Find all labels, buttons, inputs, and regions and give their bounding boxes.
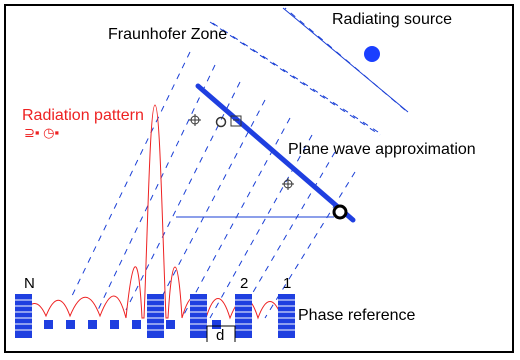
spacing-bracket [206,325,236,342]
radiating-source-dot [364,46,380,62]
array-filler-squares [44,320,221,329]
spacing-d-label: d [216,327,225,344]
lock-pair-icon: ⊇▪ ◷▪ [24,125,60,140]
phase-reference-label: Phase reference [298,307,416,324]
antenna-element-3 [190,294,207,338]
radiation-pattern-curve [21,104,283,320]
ray-4 [237,151,336,319]
circle-marker-icon [215,116,227,128]
antenna-element-2 [235,294,252,338]
diagram-frame [4,4,514,353]
pin-icon [230,115,242,127]
plane-wave-front [195,83,356,223]
plane-wave-label: Plane wave approximation [288,141,476,158]
incident-wave-rays [69,7,406,319]
phase-reference-marker [332,204,348,220]
antenna-elements [15,294,295,338]
element-ribs [15,299,295,331]
ray-5 [264,171,356,319]
ray-8 [69,51,191,301]
antenna-element-mid [147,294,164,338]
crosshair-icon-lower [282,178,294,190]
ray-7 [97,64,216,311]
far-wave-lines [209,7,409,136]
radiation-pattern-label: Radiation pattern [22,107,144,124]
radiating-source-label: Radiating source [332,11,453,28]
ray-1 [154,99,266,311]
ray-3 [209,134,313,319]
antenna-element-n [15,294,32,338]
element-n-label: N [24,275,35,292]
element-1-label: 1 [283,275,292,292]
crosshair-icon [189,114,201,126]
antenna-element-1 [278,294,295,338]
fraunhofer-zone-label: Fraunhofer Zone [108,26,228,43]
element-2-label: 2 [240,275,249,292]
ray-2 [181,117,291,319]
